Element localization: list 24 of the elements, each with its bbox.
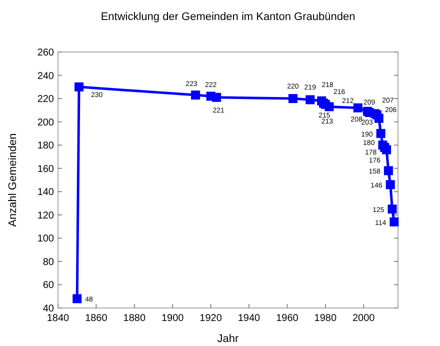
x-tick-label: 1920: [200, 313, 222, 324]
x-tick-label: 1980: [314, 313, 337, 324]
y-tick-label: 60: [42, 280, 54, 292]
y-tick-label: 240: [37, 70, 54, 82]
x-tick-label: 1960: [276, 313, 299, 324]
x-tick-label: 1840: [46, 313, 70, 324]
y-axis-title: Anzahl Gemeinden: [7, 133, 19, 227]
x-tick-label: 1880: [123, 313, 146, 324]
y-tick-label: 260: [37, 48, 54, 58]
y-tick-label: 120: [37, 210, 54, 222]
y-tick-label: 220: [37, 94, 54, 106]
y-tick-label: 140: [37, 187, 54, 198]
x-tick-label: 2000: [352, 313, 376, 324]
y-tick-label: 100: [37, 234, 54, 245]
chart-title: Entwicklung der Gemeinden im Kanton Graubünden: [100, 11, 356, 23]
x-axis-title: Jahr: [217, 333, 240, 345]
x-tick-label: 1900: [161, 313, 184, 324]
y-tick-label: 160: [37, 164, 54, 175]
x-tick-label: 1860: [85, 313, 108, 324]
y-tick-label: 200: [37, 117, 54, 128]
x-tick-label: 1940: [238, 313, 261, 324]
y-tick-label: 80: [42, 256, 54, 268]
y-tick-label: 180: [37, 140, 54, 152]
y-tick-label: 40: [42, 304, 54, 314]
